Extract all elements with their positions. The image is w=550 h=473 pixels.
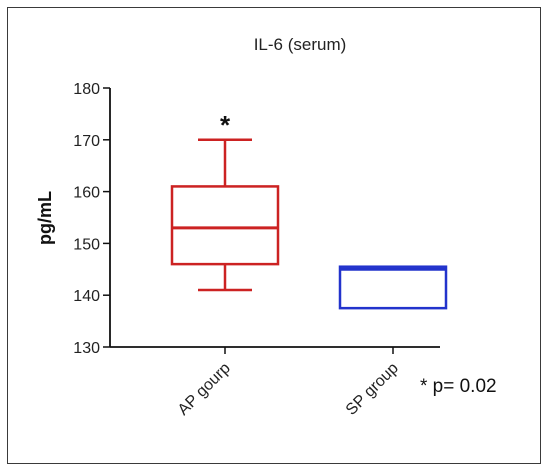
x-axis: AP gourp SP group xyxy=(110,346,440,419)
box-2 xyxy=(338,265,448,310)
significance-marker: * xyxy=(220,110,231,140)
y-tick-label: 170 xyxy=(73,133,100,150)
y-axis-label: pg/mL xyxy=(35,191,55,245)
x-tick-label: AP gourp xyxy=(175,360,234,419)
chart-title: IL-6 (serum) xyxy=(254,35,347,54)
boxes: * xyxy=(170,110,448,310)
y-tick-label: 150 xyxy=(73,236,100,253)
iqr-box xyxy=(170,185,280,266)
y-tick-label: 180 xyxy=(73,81,100,98)
box-1: * xyxy=(170,110,280,292)
iqr-box xyxy=(338,265,448,310)
y-tick-label: 130 xyxy=(73,340,100,357)
y-tick-label: 160 xyxy=(73,185,100,202)
y-tick-label: 140 xyxy=(73,288,100,305)
p-value-annotation: * p= 0.02 xyxy=(420,376,497,397)
x-tick-label: SP group xyxy=(343,360,402,419)
y-axis: 130 140 150 160 170 180 xyxy=(73,81,111,357)
chart-frame xyxy=(7,7,541,464)
